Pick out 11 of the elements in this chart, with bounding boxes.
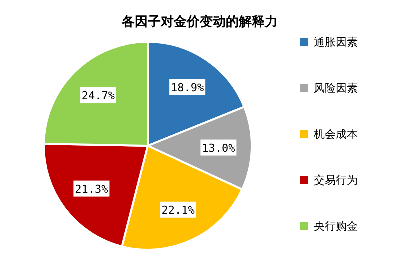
data-label: 21.3% (75, 182, 109, 196)
data-label: 18.9% (171, 81, 204, 94)
data-label: 13.0% (202, 142, 236, 155)
legend-label: 通胀因素 (314, 36, 358, 49)
legend-label: 交易行为 (314, 174, 358, 187)
data-label: 22.1% (162, 204, 196, 217)
chart-title: 各因子对金价变动的解释力 (121, 14, 278, 30)
legend-label: 央行购金 (314, 220, 358, 233)
legend-label: 机会成本 (314, 128, 358, 141)
legend-label: 风险因素 (314, 82, 358, 95)
data-label: 24.7% (82, 90, 116, 103)
